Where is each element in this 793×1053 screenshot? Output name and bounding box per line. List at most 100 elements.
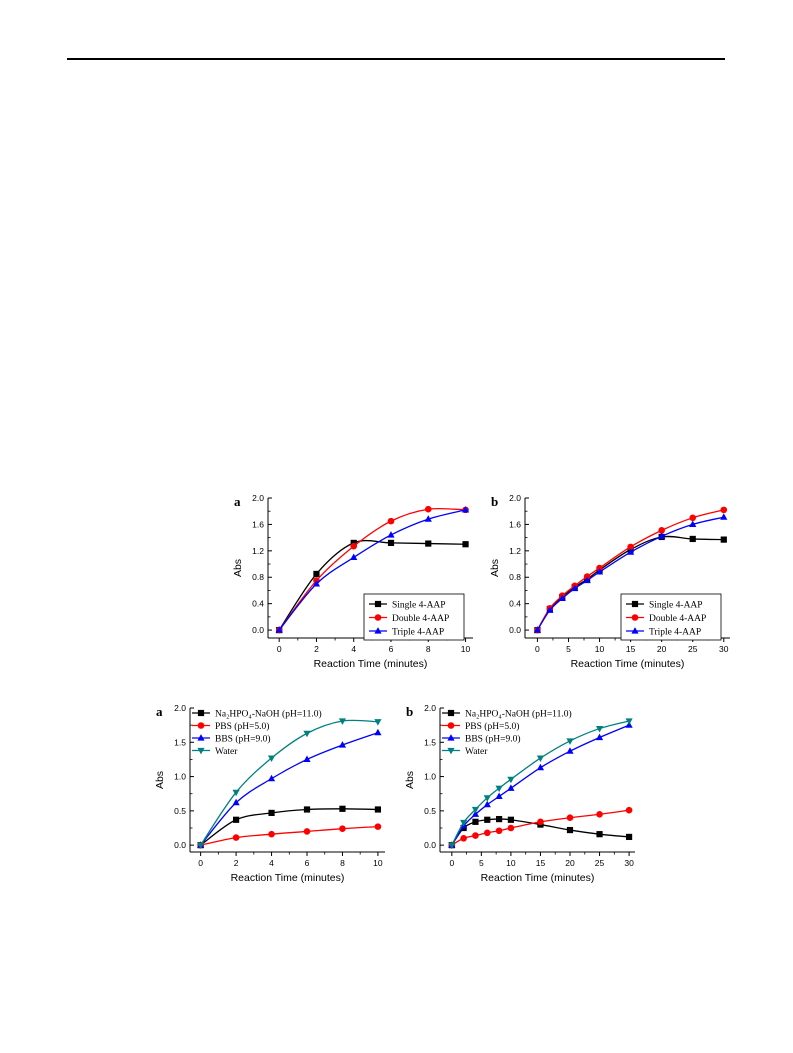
series-line-single-4-aap xyxy=(536,535,724,631)
x-tick-label: 6 xyxy=(305,858,310,868)
data-point xyxy=(537,818,544,826)
y-tick-label: 1.5 xyxy=(174,737,186,747)
data-point xyxy=(689,520,697,528)
data-point xyxy=(313,570,320,578)
legend-label: Single 4-AAP xyxy=(392,600,446,610)
y-tick-label: 0.5 xyxy=(424,806,436,816)
data-point xyxy=(571,584,579,592)
legend-label: Triple 4-AAP xyxy=(392,627,444,637)
data-point xyxy=(312,579,321,587)
data-point xyxy=(595,733,604,741)
y-tick-label: 1.6 xyxy=(509,519,521,529)
data-point xyxy=(339,825,346,832)
data-point xyxy=(232,834,240,841)
data-point xyxy=(374,806,382,813)
data-point xyxy=(232,816,240,823)
data-point xyxy=(350,542,358,550)
y-tick-label: 0.8 xyxy=(252,572,264,582)
data-point xyxy=(483,829,491,837)
legend-marker xyxy=(447,709,455,717)
data-point xyxy=(583,573,591,580)
x-axis-label: Reaction Time (minutes) xyxy=(571,658,685,670)
series-bbs-ph-9-0 xyxy=(448,721,633,848)
data-point xyxy=(448,842,456,850)
series-line-na-hpo-naoh-ph-11-0 xyxy=(451,818,630,846)
data-point xyxy=(197,842,205,850)
data-point xyxy=(720,536,727,543)
y-axis-label: Abs xyxy=(232,559,244,577)
data-point xyxy=(566,826,574,834)
x-tick-label: 0 xyxy=(535,644,540,654)
series-line-pbs-ph-5-0 xyxy=(451,809,630,846)
series-line-water xyxy=(200,719,378,846)
y-tick-label: 1.6 xyxy=(252,519,264,529)
data-point xyxy=(536,763,545,771)
x-tick-label: 5 xyxy=(566,644,571,654)
x-tick-label: 4 xyxy=(351,644,356,654)
x-tick-label: 10 xyxy=(373,858,383,868)
series-line-bbs-ph-9-0 xyxy=(451,724,630,846)
y-tick-label: 0.0 xyxy=(509,625,521,635)
x-tick-label: 10 xyxy=(506,858,516,868)
series-line-water xyxy=(451,720,630,846)
data-point xyxy=(546,606,554,613)
data-point xyxy=(596,564,603,572)
series-line-double-4-aap xyxy=(278,507,466,631)
data-point xyxy=(267,755,276,762)
header-rule xyxy=(67,58,725,60)
legend-marker xyxy=(197,747,205,755)
series-line-na-hpo-naoh-ph-11-0 xyxy=(200,808,378,846)
data-point xyxy=(460,819,468,827)
legend-label: PBS (pH=5.0) xyxy=(465,721,519,732)
data-point xyxy=(495,815,503,823)
x-tick-label: 15 xyxy=(626,644,636,654)
data-point xyxy=(483,800,491,808)
legend-label: BBS (pH=9.0) xyxy=(215,733,271,744)
x-tick-label: 10 xyxy=(595,644,605,654)
data-point xyxy=(471,810,480,817)
data-point xyxy=(484,816,491,823)
series-triple-4-aap xyxy=(533,513,728,633)
data-point xyxy=(232,798,240,806)
data-point xyxy=(495,827,503,835)
data-point xyxy=(232,789,240,797)
legend-marker xyxy=(631,614,639,621)
data-point xyxy=(625,718,633,725)
series-line-triple-4-aap xyxy=(278,509,466,631)
y-tick-label: 2.0 xyxy=(174,703,186,713)
legend-marker xyxy=(374,600,382,608)
data-point xyxy=(566,814,574,822)
y-tick-label: 2.0 xyxy=(252,493,264,503)
data-point xyxy=(303,730,311,738)
data-point xyxy=(533,626,542,633)
data-point xyxy=(507,824,515,832)
data-point xyxy=(461,505,470,513)
data-point xyxy=(268,830,275,838)
x-tick-label: 25 xyxy=(595,858,605,868)
y-tick-label: 1.2 xyxy=(509,546,521,556)
data-point xyxy=(658,527,665,534)
y-tick-label: 0.0 xyxy=(424,840,436,850)
legend-label: Single 4-AAP xyxy=(649,600,703,610)
series-line-pbs-ph-5-0 xyxy=(200,825,378,846)
x-tick-label: 20 xyxy=(565,858,575,868)
data-point xyxy=(720,506,728,514)
data-point xyxy=(374,719,382,726)
data-point xyxy=(387,531,395,538)
x-tick-label: 30 xyxy=(719,644,729,654)
legend: Na₂HPO₄-NaOH (pH=11.0) PBS (pH=5.0)BBS (p… xyxy=(192,708,322,757)
legend-label: PBS (pH=5.0) xyxy=(215,721,269,732)
x-axis-label: Reaction Time (minutes) xyxy=(314,658,428,670)
x-axis-label: Reaction Time (minutes) xyxy=(231,872,345,884)
data-point xyxy=(460,834,467,842)
data-point xyxy=(558,594,566,601)
chart-reagent-amount-30min: 0.0 0.4 0.8 1.2 1.6 2.0 0 5 10 15 20 25 30 Reaction T… xyxy=(489,493,730,670)
x-tick-label: 30 xyxy=(624,858,634,868)
y-tick-label: 1.5 xyxy=(424,737,436,747)
data-point xyxy=(595,725,604,733)
legend: Single 4-AAP Double 4-AAP Triple 4-AAP xyxy=(363,593,465,641)
legend-marker xyxy=(197,722,205,729)
x-tick-label: 0 xyxy=(449,858,454,868)
data-point xyxy=(472,818,479,825)
legend-marker xyxy=(374,627,382,634)
